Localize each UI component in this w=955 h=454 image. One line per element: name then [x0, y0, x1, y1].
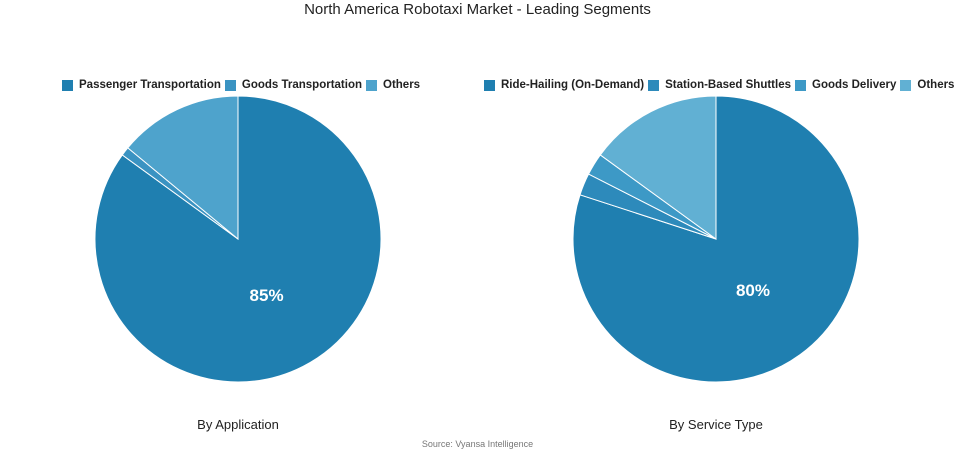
- pie-slice: [127, 95, 239, 241]
- slice-data-label: 80%: [736, 281, 770, 300]
- legend-item: Goods Transportation: [224, 79, 362, 91]
- legend-item: Others: [900, 79, 954, 91]
- legend-swatch: [224, 79, 236, 91]
- legend-service-type: Ride-Hailing (On-Demand) Station-Based S…: [484, 79, 955, 91]
- legend-swatch: [366, 79, 377, 91]
- legend-swatch: [795, 79, 807, 91]
- legend-label: Goods Transportation: [241, 79, 362, 91]
- legend-label: Others: [917, 79, 955, 91]
- legend-swatch: [648, 79, 660, 91]
- legend-label: Others: [383, 79, 421, 91]
- subtitle-application: By Application: [197, 417, 279, 432]
- slice-data-label: 85%: [250, 286, 284, 305]
- legend-label: Station-Based Shuttles: [665, 79, 792, 91]
- legend-application: Passenger Transportation Goods Transport…: [62, 79, 424, 91]
- subtitle-service-type: By Service Type: [669, 417, 763, 432]
- legend-swatch: [900, 79, 912, 91]
- legend-label: Ride-Hailing (On-Demand): [501, 79, 645, 91]
- legend-label: Passenger Transportation: [79, 79, 221, 91]
- legend-label: Goods Delivery: [812, 79, 897, 91]
- legend-swatch: [62, 79, 73, 91]
- chart-title: North America Robotaxi Market - Leading …: [304, 1, 651, 18]
- legend-item: Goods Delivery: [795, 79, 896, 91]
- source-note: Source: Vyansa Intelligence: [421, 439, 534, 449]
- legend-item: Others: [366, 79, 420, 91]
- legend-item: Station-Based Shuttles: [648, 79, 791, 91]
- pie-slice: [94, 95, 382, 383]
- legend-item: Ride-Hailing (On-Demand): [484, 79, 644, 91]
- legend-swatch: [484, 79, 495, 91]
- pie-slice: [599, 95, 717, 240]
- legend-item: Passenger Transportation: [62, 79, 221, 91]
